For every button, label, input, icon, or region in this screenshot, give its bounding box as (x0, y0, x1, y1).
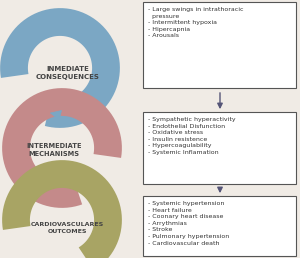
Text: - Systemic hypertension
- Heart failure
- Coonary heart disease
- Arrythmias
- S: - Systemic hypertension - Heart failure … (148, 201, 229, 246)
FancyBboxPatch shape (143, 112, 296, 184)
Text: INTERMEDIATE
MECHANISMS: INTERMEDIATE MECHANISMS (26, 143, 82, 157)
Text: CARDIOVASCULARES
OUTCOMES: CARDIOVASCULARES OUTCOMES (30, 222, 103, 233)
FancyBboxPatch shape (143, 196, 296, 256)
Text: - Large swings in intrathoracic
  pressure
- Intermittent hypoxia
- Hipercapnia
: - Large swings in intrathoracic pressure… (148, 7, 244, 38)
Text: - Sympathetic hyperactivity
- Endothelial Disfunction
- Oxidative stress
- Insul: - Sympathetic hyperactivity - Endothelia… (148, 117, 236, 155)
Text: INMEDIATE
CONSEQUENCES: INMEDIATE CONSEQUENCES (36, 66, 100, 80)
FancyBboxPatch shape (143, 2, 296, 88)
